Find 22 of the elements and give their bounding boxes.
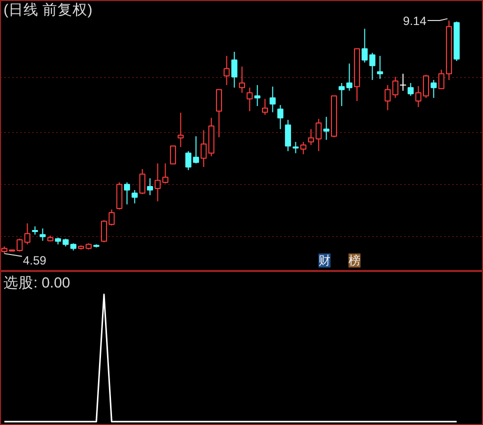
candlestick bbox=[246, 87, 253, 112]
chart-title: 选股: 0.00 bbox=[4, 274, 70, 292]
candlestick bbox=[178, 112, 184, 148]
candlestick bbox=[262, 98, 268, 116]
candlestick bbox=[200, 130, 207, 168]
candlestick bbox=[154, 162, 161, 202]
candlestick bbox=[323, 116, 330, 140]
candlestick bbox=[376, 55, 384, 80]
candlestick bbox=[146, 178, 154, 196]
annotation: 4.59 bbox=[22, 254, 47, 268]
candlestick bbox=[292, 141, 299, 154]
candlestick bbox=[231, 51, 238, 88]
annotation: 9.14 bbox=[403, 14, 427, 28]
chart-title: (日线 前复权) bbox=[4, 2, 92, 18]
annotation: 榜 bbox=[348, 254, 360, 268]
candlestick bbox=[238, 66, 246, 94]
candlestick bbox=[224, 55, 230, 86]
annotation: 财 bbox=[318, 254, 330, 268]
candlestick bbox=[270, 86, 276, 113]
candlestick bbox=[254, 84, 260, 107]
candlestick bbox=[284, 119, 292, 152]
candlestick bbox=[208, 117, 214, 157]
